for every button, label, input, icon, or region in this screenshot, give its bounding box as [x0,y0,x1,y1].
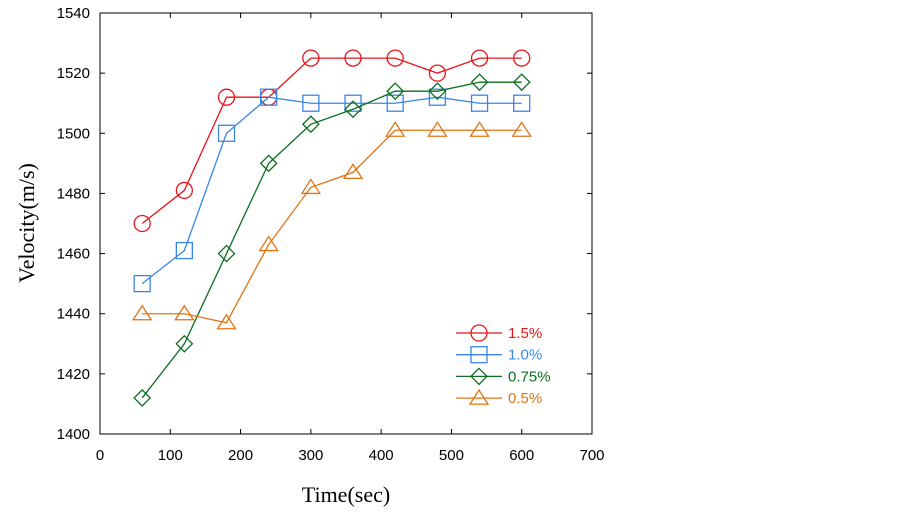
data-point [259,154,278,173]
y-tick-label: 1500 [57,125,90,142]
data-point [428,64,447,82]
legend-label: 1.0% [508,347,542,364]
series-line-0.75% [141,81,522,399]
y-tick-label: 1540 [57,5,90,22]
data-point [470,73,489,92]
series-line-1.0% [141,96,522,285]
data-point [344,94,362,112]
data-point [133,274,151,293]
data-point [511,121,532,137]
data-point [427,121,448,137]
y-tick-label: 1440 [57,306,90,323]
data-point [342,163,364,180]
x-tick-label: 500 [439,447,464,464]
data-point [217,244,236,263]
x-tick-label: 300 [298,447,323,464]
data-point [513,94,531,112]
y-tick-label: 1400 [57,426,90,443]
y-axis-label: Velocity(m/s) [14,163,39,283]
legend-label: 0.5% [508,390,542,407]
legend-label: 1.5% [508,325,542,342]
x-axis-label: Time(sec) [302,482,390,507]
data-point [386,82,405,101]
legend-marker-icon [470,367,488,386]
data-point [258,235,279,252]
y-tick-label: 1520 [57,65,90,82]
data-point [174,304,195,321]
data-point [131,304,153,321]
data-point [300,178,322,195]
data-point [217,124,236,142]
data-point [470,94,489,112]
x-tick-label: 0 [96,447,104,464]
plot-frame [99,12,593,435]
data-point [428,88,447,106]
data-point [133,388,152,407]
data-point [386,49,404,67]
y-tick-label: 1480 [57,185,90,202]
x-tick-label: 200 [228,447,253,464]
legend-marker-icon [470,324,488,342]
data-point [217,88,236,106]
x-tick-label: 600 [509,447,534,464]
data-point [175,181,193,200]
data-point [344,49,362,67]
x-tick-label: 400 [369,447,394,464]
y-tick-label: 1420 [57,366,90,383]
data-point [513,49,531,67]
x-tick-label: 700 [579,447,604,464]
data-point [469,121,490,137]
data-point [302,94,320,112]
data-point [302,49,320,67]
data-point [344,100,362,119]
y-tick-label: 1460 [57,246,90,263]
legend-marker-icon [470,346,488,364]
data-point [512,73,531,92]
x-tick-label: 100 [158,447,183,464]
data-point [175,334,194,353]
legend-marker-icon [468,388,490,405]
data-point [175,241,193,260]
data-point [470,49,489,67]
data-point [428,82,447,101]
data-point [385,121,406,137]
data-point [386,94,404,112]
legend-label: 0.75% [508,368,551,385]
data-point [301,115,320,134]
data-point [260,88,278,106]
data-point [216,313,237,330]
series-line-0.5% [142,129,522,324]
data-point [133,214,151,233]
series-line-1.5% [141,57,522,225]
